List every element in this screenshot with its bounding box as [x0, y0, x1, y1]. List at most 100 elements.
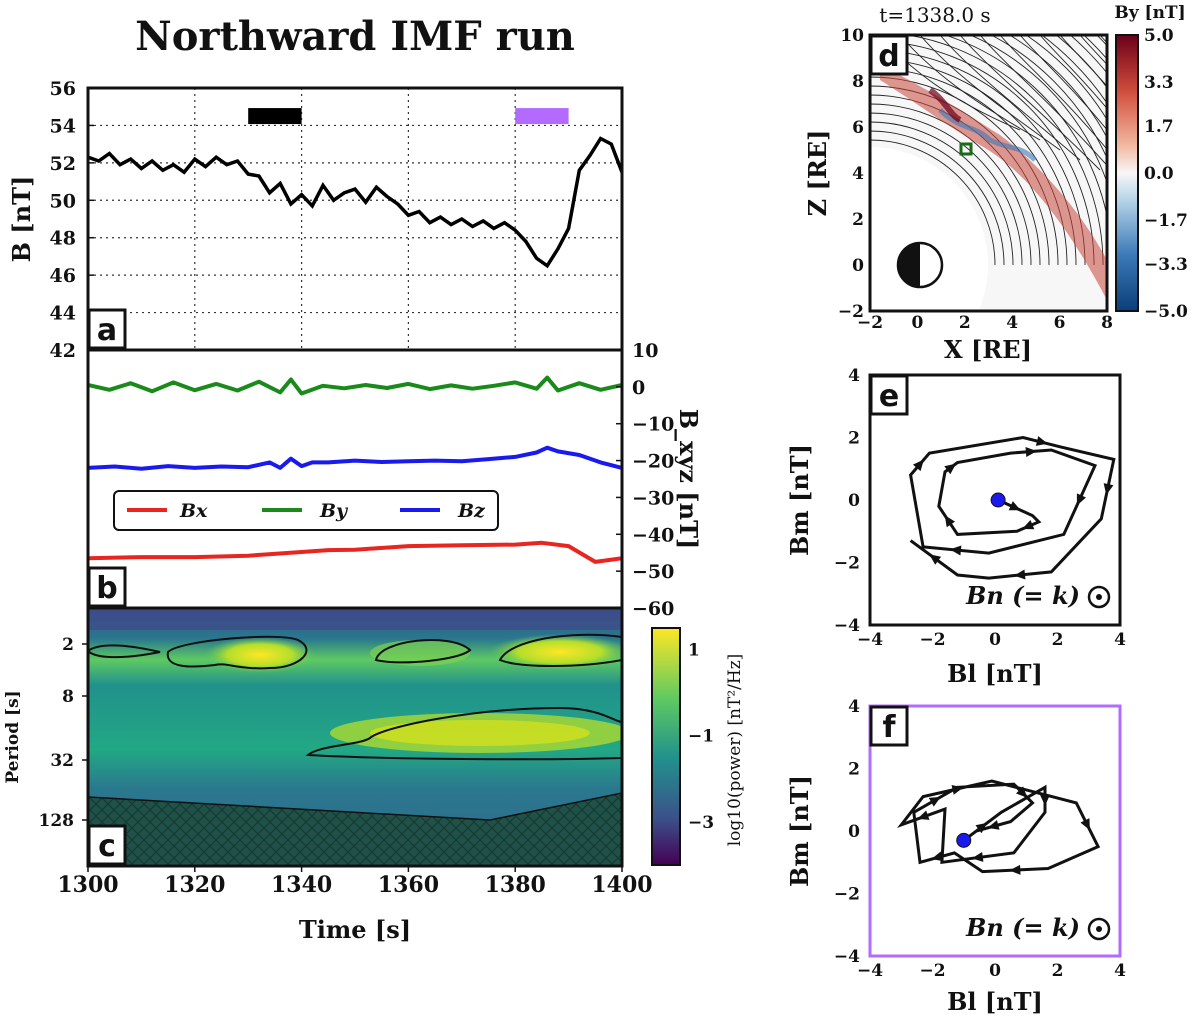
open-field-line-1 [899, 35, 1041, 141]
legend-bz-label: Bz [457, 500, 486, 522]
xtick-5-3: 2 [1052, 961, 1064, 981]
panel-c-yticks: 2 8 32 128 [39, 635, 88, 831]
cbar-c-tick-0: 1 [688, 641, 700, 661]
contour-2 [166, 635, 308, 670]
field-line-14 [969, 35, 1107, 184]
wavelet-band-32s-core [370, 720, 590, 746]
xtick-c-5: 1400 [591, 872, 652, 898]
panel-a-highlight-bars [248, 108, 569, 125]
cbar-c-tick-2: −3 [688, 813, 714, 833]
series-bx-line [88, 540, 622, 564]
arrow-4-1 [1008, 501, 1021, 511]
arrow-5-9 [951, 785, 964, 795]
panel-d-ylabel: Z [RE] [803, 130, 832, 217]
panel-e-annotation: Bn (= k) [965, 581, 1080, 610]
panel-c: 2 8 32 128 1300 1320 1340 1360 1380 1400 Time [s… [3, 608, 745, 944]
panel-label-f: f [869, 705, 909, 747]
panel-f-arrows [917, 785, 1090, 875]
ytick-a-5: 46 [50, 265, 76, 287]
xtick-4-4: 4 [1114, 630, 1126, 650]
panel-e-hodogram [909, 435, 1116, 580]
panel-f-ticks: −4−4 −2 −2 0 0 2 2 4 4 [834, 697, 1126, 981]
panel-d-wave-red [928, 87, 962, 123]
panel-b-legend: Bx By Bz [113, 490, 499, 531]
ytick-a-4: 48 [50, 228, 76, 250]
xtick-5-4: 4 [1114, 961, 1126, 981]
panel-f-start-point [956, 832, 972, 848]
ytick-d-2: 6 [852, 118, 864, 138]
ytick-b-3: −20 [632, 451, 674, 473]
open-field-line-9 [1059, 35, 1107, 87]
panel-e-ylabel: Bm [nT] [785, 444, 814, 556]
cbar-d-tick-6: −5.0 [1144, 302, 1188, 322]
cbar-d-tick-4: −1.7 [1144, 211, 1188, 231]
ytick-b-2: −10 [632, 414, 674, 436]
panel-c-ylabel: Period [s] [3, 690, 23, 783]
field-line-20 [1069, 35, 1107, 74]
series-by-line [88, 375, 622, 396]
arrow-4-7 [944, 463, 957, 475]
ytick-5-4: 4 [848, 697, 860, 717]
arrow-5-5 [971, 851, 984, 862]
field-line-17 [1025, 35, 1107, 121]
cbar-d-tick-5: −3.3 [1144, 255, 1188, 275]
panel-e-arrows [912, 436, 1114, 580]
abc-frame [86, 86, 624, 868]
ytick-b-4: −30 [632, 487, 674, 509]
ytick-a-1: 54 [50, 115, 76, 137]
panel-b-ylabel: B_xyz [nT] [674, 409, 703, 550]
panel-d-colorbar-label: By [nT] [1114, 3, 1185, 23]
field-line-1 [870, 130, 1005, 266]
arrow-4-9 [1025, 446, 1037, 457]
panel-c-xlabel: Time [s] [299, 915, 411, 944]
cbar-d-tick-2: 1.7 [1144, 117, 1174, 137]
panel-c-colorbar-ticks: 1 −1 −3 [688, 641, 714, 833]
ytick-d-0: 10 [840, 26, 864, 46]
panel-d-current-sheet [880, 65, 1107, 300]
panel-e-start-point [990, 492, 1006, 508]
arrow-5-7 [917, 810, 930, 820]
contour-1 [88, 644, 161, 659]
xtick-c-3: 1360 [378, 872, 439, 898]
ytick-a-7: 42 [50, 340, 76, 362]
arrow-5-21 [987, 820, 1000, 830]
contour-4 [498, 633, 622, 667]
panel-d-frame [868, 33, 1109, 313]
field-line-21 [1083, 35, 1107, 60]
out-of-plane-dot-icon-f [1096, 926, 1102, 932]
legend-by-label: By [319, 500, 349, 522]
open-field-line-2 [919, 35, 1061, 151]
panel-label-a-text: a [97, 313, 117, 348]
panel-a-b-line [88, 136, 622, 269]
ytick-b-5: −40 [632, 524, 674, 546]
earth-night-side [898, 243, 920, 287]
ytick-4-2: 0 [848, 491, 860, 511]
panel-a-ylabel: B [nT] [7, 176, 36, 263]
wavelet-hotspot-2 [490, 634, 622, 670]
ytick-a-6: 44 [50, 303, 76, 325]
arrow-4-3 [1022, 520, 1035, 530]
xtick-d-5: 8 [1101, 313, 1113, 333]
ytick-5-1: −2 [834, 885, 860, 905]
field-line-16 [1008, 35, 1107, 139]
arrow-4-21 [1014, 569, 1026, 580]
arrow-5-3 [1040, 794, 1050, 806]
ytick-c-1: 8 [62, 687, 74, 707]
panel-d-ticks: −2 0 2 4 6 8 10 8 6 4 2 0 −2 [838, 26, 1113, 333]
arrow-4-11 [1076, 493, 1087, 506]
panel-d-marker [959, 142, 973, 156]
panel-label-b-text: b [96, 571, 117, 606]
ytick-d-5: 0 [852, 256, 864, 276]
ytick-5-2: 0 [848, 822, 860, 842]
open-field-line-4 [959, 35, 1101, 171]
panel-f-ylabel: Bm [nT] [785, 775, 814, 887]
panel-label-a: a [87, 308, 127, 350]
arrow-5-1 [975, 822, 988, 834]
xtick-4-3: 2 [1052, 630, 1064, 650]
cbar-c-tick-1: −1 [688, 727, 714, 747]
arrow-5-17 [928, 796, 941, 807]
panel-label-c-text: c [98, 829, 116, 864]
field-line-4 [870, 103, 1032, 266]
